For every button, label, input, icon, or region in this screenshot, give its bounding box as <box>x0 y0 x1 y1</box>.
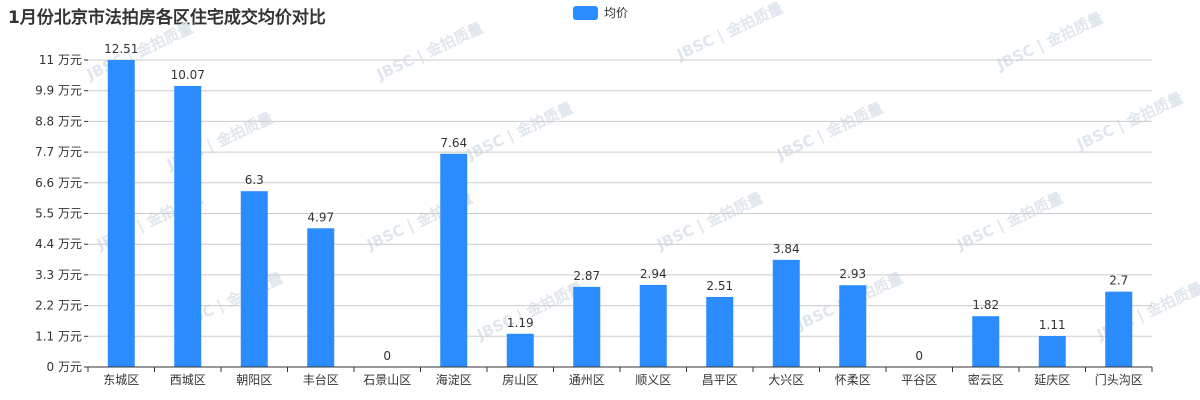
y-tick-label: 5.5 万元 <box>35 207 82 221</box>
bar <box>440 153 468 367</box>
data-label: 2.51 <box>706 279 733 293</box>
x-tick-label: 房山区 <box>502 372 538 387</box>
bar <box>972 316 1000 367</box>
y-tick-label: 1.1 万元 <box>35 329 82 343</box>
x-tick-label: 东城区 <box>103 373 139 387</box>
y-tick-label: 11 万元 <box>39 53 82 67</box>
x-tick-label: 顺义区 <box>635 373 671 387</box>
y-tick-label: 9.9 万元 <box>35 84 82 98</box>
data-label: 1.19 <box>507 316 534 330</box>
chart-title: 1月份北京市法拍房各区住宅成交均价对比 <box>8 8 326 28</box>
watermark-text: JBSC | 金拍质量 <box>673 0 786 65</box>
x-tick-label: 西城区 <box>170 373 206 387</box>
data-label: 4.97 <box>307 210 334 224</box>
data-label: 10.07 <box>171 68 205 82</box>
y-tick-label: 8.8 万元 <box>35 114 82 128</box>
watermark-text: JBSC | 金拍质量 <box>953 189 1066 255</box>
bar <box>639 284 667 367</box>
y-tick-label: 3.3 万元 <box>35 268 82 282</box>
data-label: 3.84 <box>773 242 800 256</box>
x-tick-label: 平谷区 <box>901 373 937 387</box>
legend-swatch <box>573 5 598 20</box>
y-axis-ticks: 0 万元 1.1 万元 2.2 万元 3.3 万元 4.4 万元 5.5 万元 6.6 万元… <box>35 53 88 374</box>
y-tick-label: 7.7 万元 <box>35 145 82 159</box>
data-label: 1.82 <box>972 298 999 312</box>
legend-label: 均价 <box>604 6 629 20</box>
bar <box>839 285 867 367</box>
bar <box>772 259 800 367</box>
bar <box>240 191 268 367</box>
bar <box>1038 336 1066 367</box>
watermark-text: JBSC | 金拍质量 <box>373 19 486 85</box>
bar <box>573 286 601 367</box>
watermark-text: JBSC | 金拍质量 <box>653 189 766 255</box>
y-tick-label: 0 万元 <box>47 360 82 374</box>
x-tick-label: 石景山区 <box>363 373 411 387</box>
watermark-text: JBSC | 金拍质量 <box>773 99 886 165</box>
data-label: 7.64 <box>440 136 467 150</box>
y-tick-label: 2.2 万元 <box>35 299 82 313</box>
x-axis: 东城区 西城区 朝阳区 丰台区 石景山区 海淀区 房山区 通州区 顺义区 昌平区 大兴区 怀柔区 平谷区… <box>87 366 1153 387</box>
bar <box>506 333 534 367</box>
data-label: 2.93 <box>839 267 866 281</box>
data-label: 6.3 <box>245 173 264 187</box>
data-labels: 12.51 10.07 6.3 4.97 0 7.64 1.19 2.87 2.94 2.51 3.… <box>104 42 1128 363</box>
x-tick-label: 怀柔区 <box>835 373 871 387</box>
x-tick-label: 昌平区 <box>702 373 738 387</box>
data-label: 2.94 <box>640 267 667 281</box>
data-label: 2.7 <box>1109 274 1128 288</box>
bar <box>307 228 335 367</box>
x-tick-label: 朝阳区 <box>236 373 272 387</box>
data-label: 12.51 <box>104 42 138 56</box>
bar <box>107 60 135 367</box>
bars <box>107 60 1133 368</box>
bar <box>1105 291 1133 367</box>
x-tick-label: 大兴区 <box>768 373 804 387</box>
x-tick-label: 门头沟区 <box>1095 372 1143 387</box>
y-tick-label: 6.6 万元 <box>35 176 82 190</box>
watermark-text: JBSC | 金拍质量 <box>993 9 1106 75</box>
data-label: 0 <box>383 349 391 363</box>
x-tick-label: 丰台区 <box>303 372 339 387</box>
x-tick-label: 密云区 <box>968 372 1004 387</box>
legend[interactable]: 均价 <box>573 4 628 21</box>
data-label: 1.11 <box>1039 318 1066 332</box>
x-tick-label: 海淀区 <box>436 372 472 387</box>
x-tick-label: 通州区 <box>569 373 605 387</box>
x-tick-label: 延庆区 <box>1034 373 1070 387</box>
watermark-text: JBSC | 金拍质量 <box>463 99 576 165</box>
bar <box>706 296 734 367</box>
data-label: 0 <box>915 349 923 363</box>
bar <box>174 85 202 368</box>
y-tick-label: 4.4 万元 <box>35 237 82 251</box>
data-label: 2.87 <box>573 269 600 283</box>
